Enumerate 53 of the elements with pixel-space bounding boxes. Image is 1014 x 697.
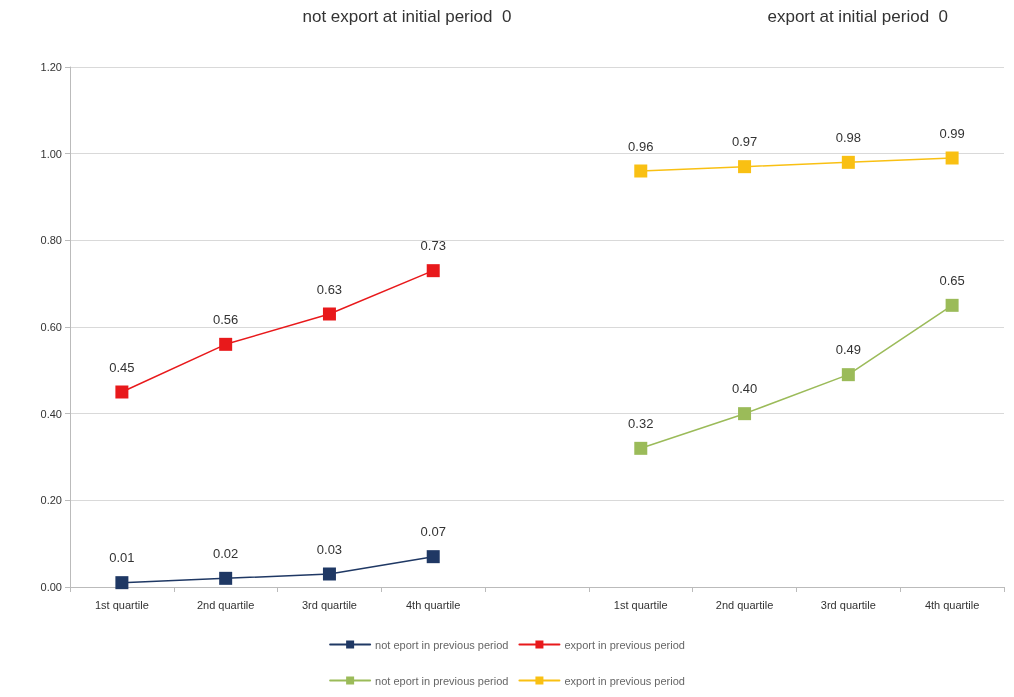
y-tick-label: 0.00 <box>40 581 62 593</box>
point <box>841 368 855 382</box>
y-tick-label: 0.40 <box>40 407 62 420</box>
legend-label: export in previous period <box>564 674 685 687</box>
y-tick-label: 1.00 <box>40 147 62 160</box>
y-tick-label: 0.60 <box>40 321 62 333</box>
x-tick-label: 2nd quartile <box>196 598 255 611</box>
point <box>634 164 648 178</box>
point <box>322 567 336 581</box>
data-label: 0.99 <box>939 125 965 141</box>
data-label: 0.07 <box>420 524 446 540</box>
text: not export at initial period 0 <box>302 7 512 26</box>
x-tick-label: 1st quartile <box>94 598 149 611</box>
y-tick-label: 0.80 <box>40 234 62 247</box>
data-label: 0.03 <box>316 541 343 557</box>
data-label: 0.49 <box>835 342 861 358</box>
point <box>945 151 959 165</box>
data-label: 0.98 <box>835 129 861 145</box>
x-tick-label: 1st quartile <box>613 598 668 611</box>
x-tick-label: 4th quartile <box>924 598 980 611</box>
legend-label: not eport in previous period <box>375 638 509 651</box>
point <box>115 385 129 399</box>
data-label: 0.02 <box>213 545 239 561</box>
data-label: 0.65 <box>939 272 965 288</box>
point <box>426 264 440 278</box>
x-tick-label: 3rd quartile <box>820 598 876 611</box>
point <box>841 155 855 169</box>
data-label: 0.63 <box>316 281 343 297</box>
legend-label: not eport in previous period <box>375 674 509 687</box>
text: export at initial period 0 <box>767 7 948 26</box>
data-label: 0.32 <box>628 415 654 431</box>
data-label: 0.97 <box>731 134 758 150</box>
point <box>738 160 752 174</box>
data-label: 0.96 <box>628 138 654 154</box>
y-tick-label: 0.20 <box>40 494 62 507</box>
x-tick-label: 3rd quartile <box>301 598 357 611</box>
data-label: 0.56 <box>213 311 239 327</box>
y-tick-label: 1.20 <box>40 61 62 73</box>
data-label: 0.45 <box>109 359 135 375</box>
point <box>219 337 233 351</box>
data-label: 0.73 <box>420 238 446 254</box>
data-label: 0.40 <box>731 381 758 397</box>
x-tick-label: 2nd quartile <box>715 598 774 611</box>
point <box>738 407 752 421</box>
point <box>945 298 959 312</box>
point <box>634 441 648 455</box>
data-label: 0.01 <box>109 550 135 566</box>
point <box>322 307 336 321</box>
point <box>115 576 129 590</box>
point <box>219 571 233 585</box>
x-tick-label: 4th quartile <box>406 598 461 611</box>
legend-label: export in previous period <box>564 638 685 651</box>
point <box>426 550 440 564</box>
